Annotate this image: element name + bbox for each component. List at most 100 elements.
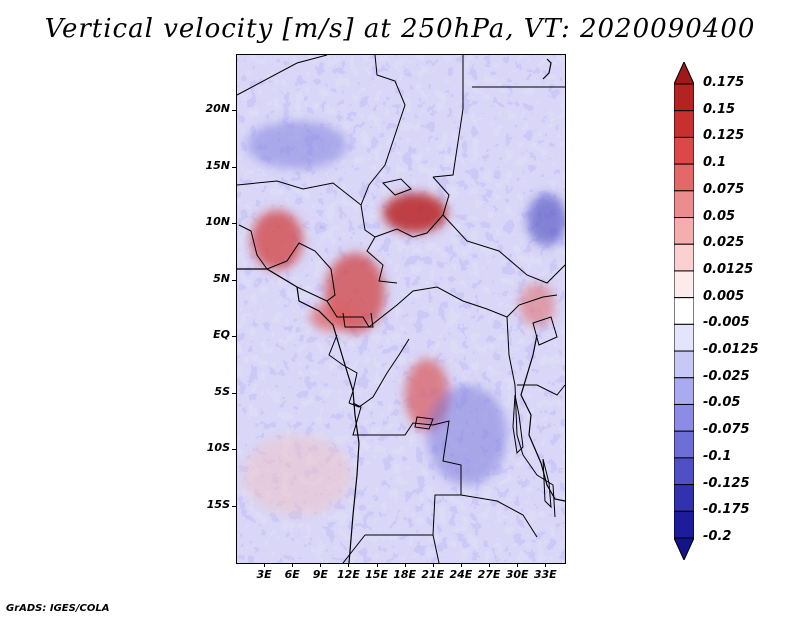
lake-victoria bbox=[532, 316, 558, 346]
border-benin bbox=[238, 224, 268, 270]
border-angola-drc bbox=[352, 402, 462, 536]
lat-label-5S: 5S bbox=[214, 384, 230, 398]
border-tanzania bbox=[517, 384, 565, 396]
lat-tick bbox=[232, 279, 236, 281]
map-title: Vertical velocity [m/s] at 250hPa, VT: 2… bbox=[44, 14, 756, 44]
lon-tick bbox=[432, 563, 434, 567]
lat-tick bbox=[232, 223, 236, 225]
lat-tick bbox=[232, 449, 236, 451]
lat-label-5N: 5N bbox=[213, 271, 230, 285]
colorbar-bin bbox=[674, 323, 694, 352]
border-malawi bbox=[522, 454, 556, 518]
colorbar bbox=[674, 62, 694, 560]
lon-tick bbox=[348, 563, 350, 567]
border-nigeria-cameroon bbox=[266, 242, 336, 302]
border-niger-nigeria bbox=[237, 180, 362, 206]
colorbar-label: 0.005 bbox=[703, 288, 745, 304]
lon-tick bbox=[320, 563, 322, 567]
lon-tick bbox=[460, 563, 462, 567]
lon-label-30E: 30E bbox=[505, 568, 529, 581]
lon-tick bbox=[376, 563, 378, 567]
coastline-lakes bbox=[520, 334, 565, 502]
colorbar-label: -0.2 bbox=[703, 529, 732, 544]
colorbar-max-triangle bbox=[674, 62, 694, 85]
border-angola-namibia bbox=[342, 534, 366, 563]
border-egypt-sudan bbox=[432, 55, 464, 178]
colorbar-label: -0.0125 bbox=[703, 342, 759, 358]
lon-label-33E: 33E bbox=[533, 568, 557, 581]
colorbar-label: -0.05 bbox=[703, 395, 741, 411]
lake-tanganyika bbox=[512, 394, 524, 455]
border-libya-chad bbox=[360, 55, 406, 206]
lon-label-12E: 12E bbox=[337, 568, 360, 581]
lon-tick bbox=[517, 563, 519, 567]
lat-tick bbox=[232, 110, 236, 112]
colorbar-bin bbox=[674, 297, 694, 325]
patch-central-red bbox=[383, 193, 447, 233]
lake-malawi bbox=[542, 458, 552, 509]
country-borders bbox=[237, 55, 565, 563]
lat-label-15N: 15N bbox=[205, 158, 230, 172]
coastline-atlantic bbox=[237, 268, 360, 563]
border-chad-sudan bbox=[374, 176, 450, 238]
lake-chad bbox=[382, 178, 412, 196]
lake-mweru bbox=[414, 416, 434, 430]
lat-tick bbox=[232, 166, 236, 168]
lon-tick bbox=[404, 563, 406, 567]
lon-tick bbox=[264, 563, 266, 567]
colorbar-label: -0.025 bbox=[703, 368, 750, 384]
colorbar-label: 0.15 bbox=[703, 101, 736, 117]
colorbar-bin bbox=[674, 270, 694, 299]
lon-label-3E: 3E bbox=[256, 568, 272, 581]
lon-label-27E: 27E bbox=[477, 568, 501, 581]
colorbar-label: 0.175 bbox=[703, 75, 745, 90]
grads-credit: GrADS: IGES/COLA bbox=[6, 603, 110, 614]
lon-label-9E: 9E bbox=[312, 568, 328, 581]
patch-southwest-pink bbox=[242, 435, 352, 515]
patch-north-blue bbox=[247, 121, 347, 169]
border-sudan-ssudan bbox=[442, 214, 565, 284]
border-chad-car bbox=[360, 204, 398, 284]
lat-label-EQ: EQ bbox=[213, 328, 230, 342]
colorbar-bin bbox=[674, 377, 694, 405]
border-eq-guinea bbox=[342, 312, 374, 328]
colorbar-bin bbox=[674, 83, 694, 112]
map-panel bbox=[236, 54, 566, 564]
border-zambia-mozambique bbox=[460, 494, 538, 538]
border-drc-east bbox=[506, 316, 524, 456]
colorbar-label: 0.075 bbox=[703, 181, 745, 197]
colorbar-bin bbox=[674, 430, 694, 459]
border-algeria-niger bbox=[237, 55, 328, 96]
lon-tick bbox=[489, 563, 491, 567]
colorbar-bin bbox=[674, 403, 694, 432]
coastline-red-sea bbox=[542, 58, 552, 80]
border-congo-drc bbox=[348, 338, 410, 408]
colorbar-label: 0.05 bbox=[703, 208, 736, 224]
colorbar-label: 0.025 bbox=[703, 235, 745, 251]
lakes bbox=[382, 178, 558, 509]
colorbar-label: 0.0125 bbox=[703, 261, 754, 277]
patch-east-blue bbox=[527, 194, 565, 246]
lat-label-15S: 15S bbox=[206, 497, 230, 511]
patch-east-red bbox=[519, 283, 555, 327]
lon-label-15E: 15E bbox=[365, 568, 388, 581]
colorbar-bin bbox=[674, 110, 694, 138]
colorbar-bin bbox=[674, 136, 694, 165]
lon-tick bbox=[545, 563, 547, 567]
border-car-drc bbox=[296, 286, 508, 328]
convective-patches bbox=[242, 121, 565, 515]
lat-label-10N: 10N bbox=[205, 215, 230, 229]
colorbar-label: -0.075 bbox=[703, 422, 750, 438]
colorbar-label: -0.125 bbox=[703, 475, 750, 491]
patch-west-red bbox=[251, 210, 303, 270]
colorbar-bin bbox=[674, 484, 694, 512]
border-zambia-botswana bbox=[432, 534, 440, 563]
lat-tick bbox=[232, 392, 236, 394]
colorbar-bin bbox=[674, 163, 694, 192]
lat-tick bbox=[232, 505, 236, 507]
colorbar-label: -0.005 bbox=[703, 315, 750, 331]
colorbar-bin bbox=[674, 190, 694, 219]
patch-southeast-blue bbox=[427, 385, 507, 485]
lon-label-6E: 6E bbox=[284, 568, 300, 581]
colorbar-label: 0.125 bbox=[703, 128, 745, 144]
